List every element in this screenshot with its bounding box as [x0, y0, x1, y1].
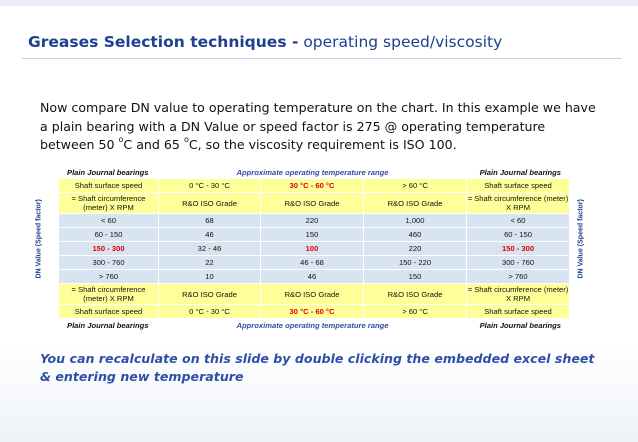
cell-grade: 22	[158, 255, 261, 270]
degree-sup-2: o	[183, 135, 189, 144]
cell-grade-3: R&O ISO Grade	[362, 283, 468, 305]
footer-mid: Approximate operating temperature range	[157, 318, 468, 332]
cell-dn: 60 - 150	[58, 227, 159, 242]
cell-grade-1: R&O ISO Grade	[158, 283, 261, 305]
cell-grade: 46	[260, 269, 364, 284]
cell-temp-1: 0 °C - 30 °C	[158, 304, 261, 319]
recalculate-note: You can recalculate on this slide by dou…	[40, 351, 595, 384]
cell-grade-selected: 100	[260, 241, 364, 256]
temp-row-top: Shaft surface speed 0 °C - 30 °C 30 °C -…	[58, 178, 571, 193]
cell-dn: 300 - 760	[58, 255, 159, 270]
degree-sup-1: o	[118, 135, 124, 144]
dn-axis-label-left: DN Value (Speed factor)	[35, 199, 43, 279]
cell-temp-3: > 60 °C	[362, 304, 468, 319]
cell-circ-left: = Shaft circumference (meter) X RPM	[58, 192, 159, 214]
cell-grade-2: R&O ISO Grade	[260, 192, 364, 214]
cell-speed-left: Shaft surface speed	[58, 178, 159, 193]
table-row: < 60 68 220 1,000 < 60	[58, 213, 571, 228]
cell-temp-2: 30 °C - 60 °C	[260, 178, 364, 193]
cell-grade: 10	[158, 269, 261, 284]
embedded-excel-table[interactable]: Plain Journal bearings Approximate opera…	[58, 165, 571, 332]
cell-temp-2: 30 °C - 60 °C	[260, 304, 364, 319]
cell-dn-right: > 760	[466, 269, 571, 284]
intro-text-3: C, so the viscosity requirement is ISO 1…	[188, 137, 457, 152]
cell-grade: 46 - 68	[260, 255, 364, 270]
cell-speed-right: Shaft surface speed	[466, 304, 571, 319]
cell-temp-3: > 60 °C	[362, 178, 468, 193]
top-border	[0, 0, 638, 6]
cell-temp-1: 0 °C - 30 °C	[158, 178, 261, 193]
cell-grade: 150	[362, 269, 468, 284]
grade-row-bottom: = Shaft circumference (meter) X RPM R&O …	[58, 283, 571, 305]
table-row: 300 - 760 22 46 - 68 150 - 220 300 - 760	[58, 255, 571, 270]
footer-right: Plain Journal bearings	[466, 318, 571, 332]
table-header-row: Plain Journal bearings Approximate opera…	[58, 165, 571, 179]
dn-axis-label-right: DN Value (Speed factor)	[577, 199, 585, 279]
cell-circ-right: = Shaft circumference (meter) X RPM	[466, 192, 571, 214]
cell-dn: 150 - 300	[58, 241, 159, 256]
cell-grade-2: R&O ISO Grade	[260, 283, 364, 305]
cell-grade: 46	[158, 227, 261, 242]
grade-row-top: = Shaft circumference (meter) X RPM R&O …	[58, 192, 571, 214]
table-row-highlight: 150 - 300 32 - 46 100 220 150 - 300	[58, 241, 571, 256]
cell-dn-right: 60 - 150	[466, 227, 571, 242]
cell-grade: 32 - 46	[158, 241, 261, 256]
cell-grade: 1,000	[362, 213, 468, 228]
cell-grade: 220	[362, 241, 468, 256]
viscosity-chart-table[interactable]: Plain Journal bearings Approximate opera…	[58, 165, 571, 332]
title-bold: Greases Selection techniques -	[28, 33, 299, 51]
slide-title: Greases Selection techniques - operating…	[28, 33, 502, 51]
cell-circ-right: = Shaft circumference (meter) X RPM	[466, 283, 571, 305]
title-divider	[22, 58, 622, 59]
cell-speed-left: Shaft surface speed	[58, 304, 159, 319]
cell-dn-right: < 60	[466, 213, 571, 228]
header-left: Plain Journal bearings	[58, 165, 159, 179]
table-row: 60 - 150 46 150 460 60 - 150	[58, 227, 571, 242]
cell-grade-1: R&O ISO Grade	[158, 192, 261, 214]
cell-grade: 220	[260, 213, 364, 228]
cell-dn: > 760	[58, 269, 159, 284]
intro-text-2: C and 65	[123, 137, 184, 152]
footer-left: Plain Journal bearings	[58, 318, 159, 332]
cell-grade: 68	[158, 213, 261, 228]
temp-row-bottom: Shaft surface speed 0 °C - 30 °C 30 °C -…	[58, 304, 571, 319]
cell-speed-right: Shaft surface speed	[466, 178, 571, 193]
cell-circ-left: = Shaft circumference (meter) X RPM	[58, 283, 159, 305]
cell-grade-3: R&O ISO Grade	[362, 192, 468, 214]
title-rest: operating speed/viscosity	[303, 33, 503, 51]
cell-grade: 150	[260, 227, 364, 242]
table-row: > 760 10 46 150 > 760	[58, 269, 571, 284]
cell-dn-right: 300 - 760	[466, 255, 571, 270]
cell-dn-right: 150 - 300	[466, 241, 571, 256]
intro-paragraph: Now compare DN value to operating temper…	[40, 99, 600, 155]
cell-dn: < 60	[58, 213, 159, 228]
header-mid: Approximate operating temperature range	[157, 165, 468, 179]
cell-grade: 460	[362, 227, 468, 242]
table-footer-row: Plain Journal bearings Approximate opera…	[58, 318, 571, 332]
cell-grade: 150 - 220	[362, 255, 468, 270]
header-right: Plain Journal bearings	[466, 165, 571, 179]
intro-text-1: Now compare DN value to operating temper…	[40, 100, 596, 152]
